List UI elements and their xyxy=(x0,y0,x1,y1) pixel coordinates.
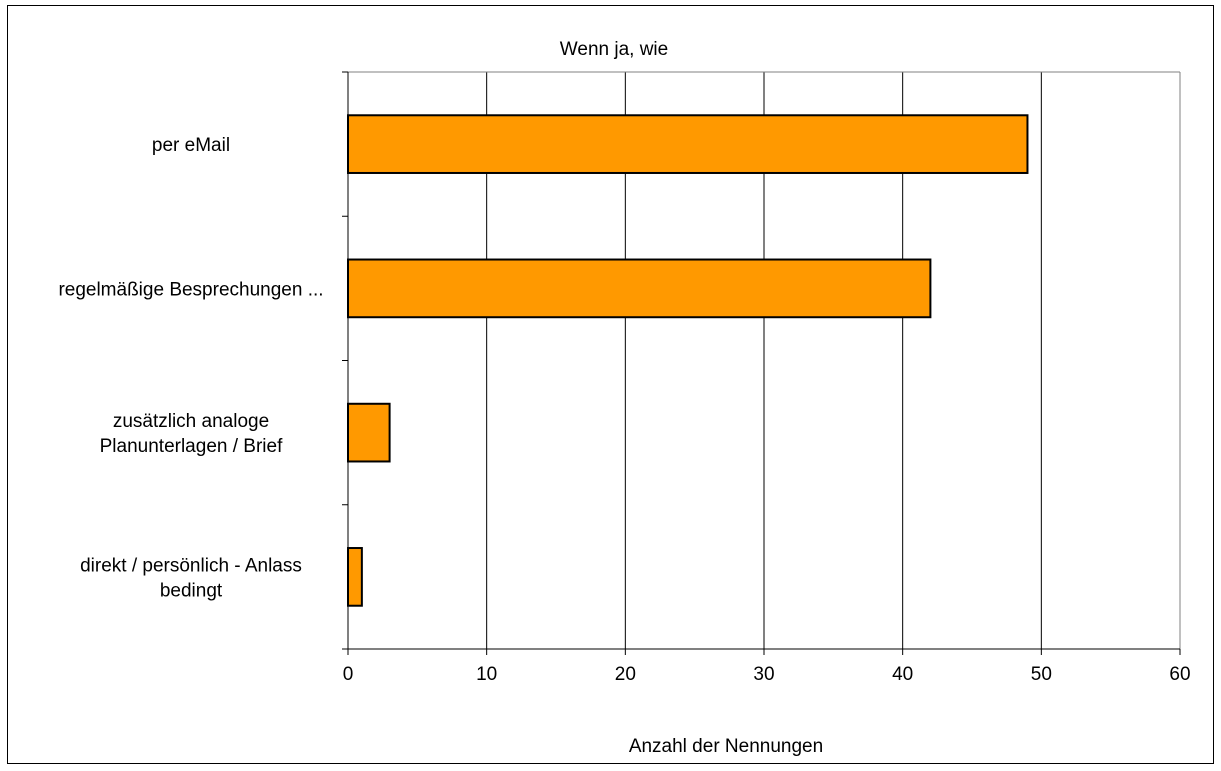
bar xyxy=(347,258,932,319)
x-tick-label: 10 xyxy=(476,664,497,685)
x-tick-label: 30 xyxy=(753,664,774,685)
bar xyxy=(347,547,363,607)
x-tick-label: 20 xyxy=(615,664,636,685)
x-tick-label: 50 xyxy=(1031,664,1052,685)
category-label: per eMail xyxy=(152,135,230,156)
category-label: regelmäßige Besprechungen ... xyxy=(58,279,323,300)
x-tick-label: 40 xyxy=(892,664,913,685)
chart-title: Wenn ja, wie xyxy=(560,39,668,60)
x-tick-label: 0 xyxy=(343,664,354,685)
x-axis-title: Anzahl der Nennungen xyxy=(629,736,823,757)
plot-area: 0 10 20 30 40 50 60 per eMail regelmäßige Bespre… xyxy=(58,71,1191,685)
bar xyxy=(347,114,1029,174)
category-label: direkt / persönlich - Anlass bedingt xyxy=(80,555,302,601)
x-tick-label: 60 xyxy=(1169,664,1190,685)
bar xyxy=(347,402,391,463)
category-label: zusätzlich analoge Planunterlagen / Brief xyxy=(100,411,283,457)
